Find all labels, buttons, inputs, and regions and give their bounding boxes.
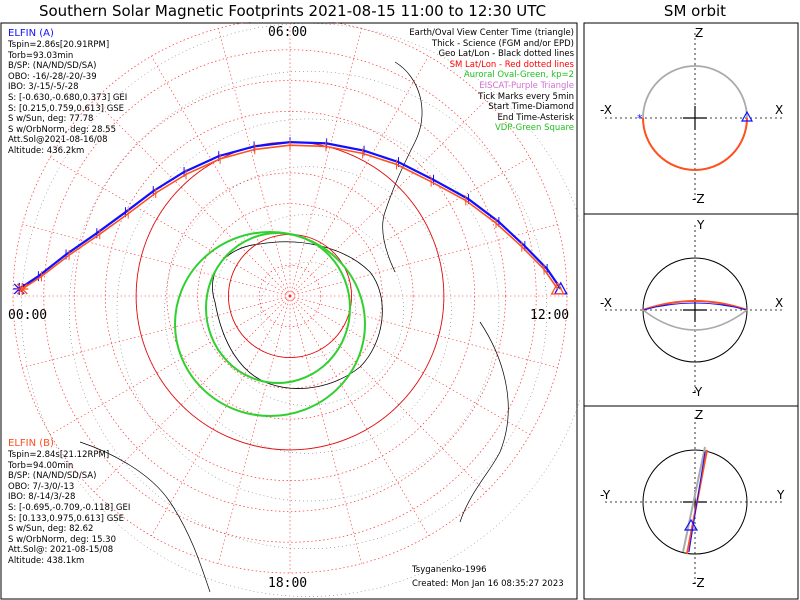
elfin-b-line: IBO: 8/-14/3/-28 [8,492,76,503]
elfin-a-line: S w/OrbNorm, deg: 28.55 [8,124,117,135]
elfin-b-line: S: [0.133,0.975,0.613] GSE [8,513,125,524]
orbit-gray [682,446,706,553]
geo-lat-circle [68,70,548,550]
elfin-b-line: S w/OrbNorm, deg: 15.30 [8,534,117,545]
orbit-end-triangle [740,110,754,122]
elfin-a-line: S w/Sun, deg: 77.78 [8,114,94,125]
legend-item: Earth/Oval View Center Time (triangle) [409,28,574,38]
plot-title: Southern Solar Magnetic Footprints 2021-… [38,2,547,20]
elfin-a-line: IBO: 3/-15/-5/-28 [8,82,79,93]
elfin-a-line: B/SP: (NA/ND/SD/SA) [8,61,97,72]
elfin-b-line: S w/Sun, deg: 82.62 [8,524,94,535]
elfin-b-line: B/SP: (NA/ND/SD/SA) [8,471,97,482]
orbit-start-marker: * [637,112,643,125]
start-asterisk [16,282,29,295]
orbit-elfin-a [642,302,748,311]
legend-item: VDP-Green Square [494,123,574,134]
legend-item: Start Time-Diamond [488,102,574,113]
sm-lon-line [289,28,362,297]
sm-lon-line [289,224,558,297]
sm2-bottom: -Y [692,385,703,399]
sm-lat-circle [166,172,414,420]
coastline-segment [382,61,423,273]
orbit-elfin-b [642,300,748,311]
elfin-a-line: Altitude: 436.2km [8,145,85,156]
sm1-right: X [775,103,784,117]
elfin-b-line: S: [-0.695,-0.709,-0.118] GEI [8,502,131,513]
geo-lat-circle [212,214,404,406]
elfin-b-line: Torb=94.00min [8,460,74,471]
legend-item: Tick Marks every 5min [478,91,574,102]
legend-item: Thick - Science (FGM and/or EPD) [431,38,574,49]
orbit-elfin-a [688,451,706,553]
sm-frame [583,22,799,600]
sm-orbit-panels: * [583,22,799,600]
elfin-a-line: OBO: -16/-28/-20/-39 [8,71,97,82]
coastline-segment [459,321,509,523]
sm-lon-line [22,295,291,368]
auroral-oval-inner [205,232,351,384]
model-credit: Tsyganenko-1996 [412,565,487,575]
orbit-gray [642,309,748,331]
sm-lat-circle [258,264,322,328]
orbit-gray [642,65,748,119]
sm-lon-line [49,157,291,297]
end-triangle [550,281,565,295]
sm3-bottom: -Z [692,576,705,590]
geo-lat-circle [116,118,500,502]
geo-lat-circle [259,261,357,359]
elfin-a-name: ELFIN (A) [8,28,54,39]
sm-lat-circle [43,49,537,543]
sm-lon-line [289,295,487,493]
sm2-left: -X [600,296,612,310]
sm3-top: Z [695,408,704,422]
sm-lon-line [289,295,362,564]
elfin-b-line: Tspin=2.84s[21.12RPM] [8,450,110,460]
elfin-b-line: OBO: 7/-3/0/-13 [8,481,75,492]
sm1-bottom: -Z [692,192,705,206]
sm1-top: Z [695,26,704,40]
orbit-end-triangle [683,518,699,531]
elfin-a-line: Att.Sol@2021-08-16/08 [8,135,108,146]
auroral-oval-outer [174,231,366,417]
legend: Earth/Oval View Center Time (triangle) T… [409,28,574,134]
hour-label-bottom: 18:00 [268,576,308,591]
map-frame [0,22,578,600]
created-timestamp: Created: Mon Jan 16 08:35:27 2023 [412,579,564,589]
geo-lat-circle [164,166,452,454]
elfin-a-line: Torb=93.03min [8,50,74,61]
footprint-map [0,22,580,600]
legend-item: End Time-Asterisk [497,112,574,123]
elfin-b-line: Altitude: 438.1km [8,555,85,566]
legend-item: Geo Lat/Lon - Black dotted lines [438,49,574,60]
elfin-a-line: S: [-0.630,-0.680,0.373] GEI [8,92,128,103]
elfin-b-line: Att.Sol@: 2021-08-15/08 [8,545,114,556]
sm3-right: Y [777,488,785,502]
sm1-left: -X [600,103,612,117]
legend-item: SM Lat/Lon - Red dotted lines [449,59,574,70]
elfin-a-info: ELFIN (A) Tspin=2.86s[20.91RPM] Torb=93.… [8,28,127,157]
legend-item: Auroral Oval-Green, kp=2 [463,70,574,81]
sm-lat-circle [74,80,506,512]
elfin-b-info: ELFIN (B) Tspin=2.84s[21.12RPM] Torb=94.… [8,438,130,567]
elfin-b-name: ELFIN (B) [8,438,54,449]
coastline-segment [79,441,211,593]
sm3-left: -Y [600,488,611,502]
sm-lon-line [289,295,558,368]
hour-label-left: 00:00 [8,308,48,323]
sm-orbit-title: SM orbit [663,2,727,20]
sm2-top: Y [697,218,705,232]
elfin-a-line: Tspin=2.86s[20.91RPM] [8,40,110,50]
sm2-right: X [775,296,784,310]
hour-label-right: 12:00 [530,308,570,323]
legend-item: EISCAT-Purple Triangle [479,80,574,91]
elfin-a-line: S: [0.215,0.759,0.613] GSE [8,103,125,114]
orbit-elfin-b [642,117,748,171]
hour-label-top: 06:00 [268,25,308,40]
